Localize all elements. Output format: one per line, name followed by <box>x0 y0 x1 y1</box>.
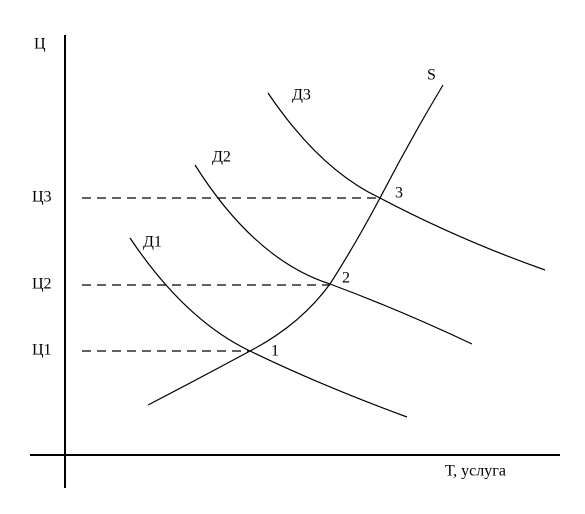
demand-curve <box>129 237 408 418</box>
demand-curve <box>194 164 473 345</box>
supply-curve <box>147 84 444 406</box>
point-label: 3 <box>395 185 403 202</box>
x-axis-label: Т, услуга <box>445 463 506 480</box>
curve-label: Д3 <box>292 87 311 104</box>
price-label: Ц3 <box>32 189 52 206</box>
curve-label: Д2 <box>212 149 231 166</box>
price-label: Ц1 <box>32 342 52 359</box>
y-axis-label: Ц <box>34 36 46 53</box>
demand-curve <box>267 92 546 271</box>
curve-label: S <box>427 67 436 84</box>
point-label: 2 <box>342 270 350 287</box>
price-label: Ц2 <box>32 276 52 293</box>
point-label: 1 <box>271 343 279 360</box>
curve-label: Д1 <box>143 234 162 251</box>
